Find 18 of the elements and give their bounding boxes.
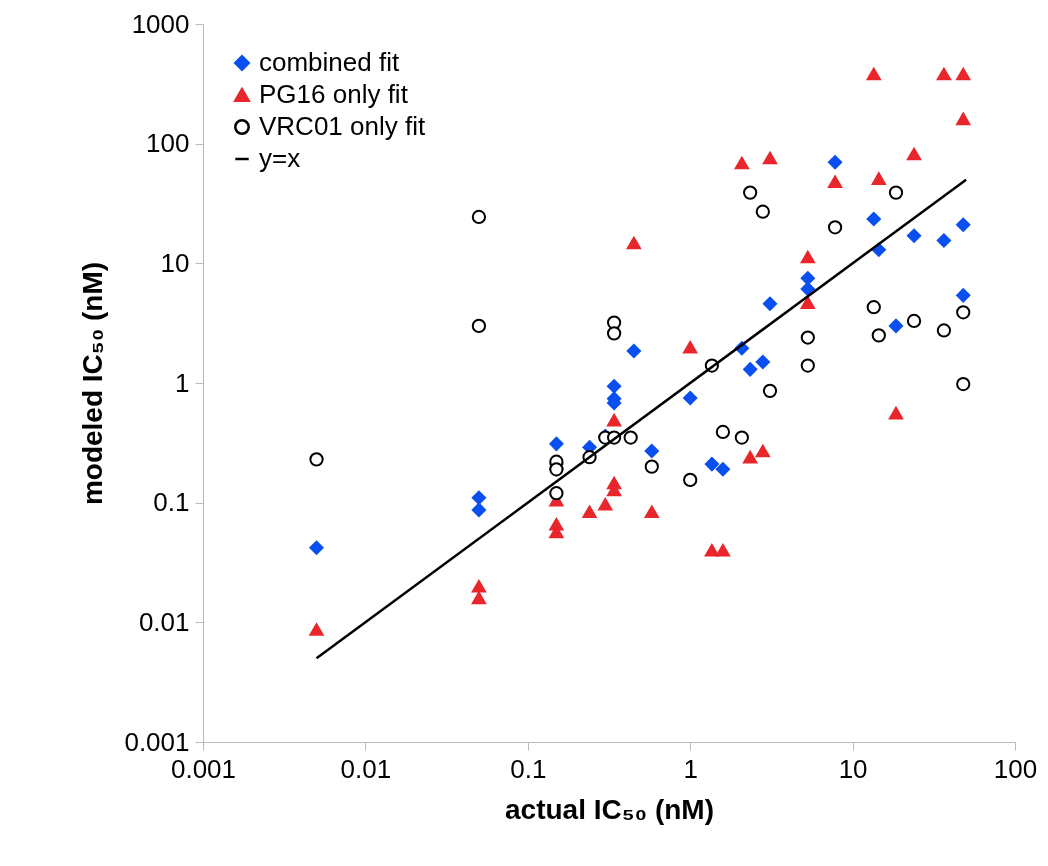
legend-label: combined fit [259, 47, 400, 77]
x-tick-label: 1 [683, 753, 698, 784]
legend-label: PG16 only fit [259, 79, 409, 109]
y-tick-label: 1000 [131, 8, 190, 39]
legend-label: y=x [259, 143, 301, 173]
x-tick-label: 10 [838, 753, 868, 784]
y-tick-label: 10 [160, 247, 190, 278]
x-tick-label: 100 [993, 753, 1038, 784]
x-tick-label: 0.1 [510, 753, 547, 784]
x-tick-label: 0.01 [340, 753, 392, 784]
legend-label: VRC01 only fit [259, 111, 426, 141]
y-tick-label: 1 [175, 367, 190, 398]
y-tick-label: 0.1 [153, 487, 190, 518]
y-tick-label: 0.01 [138, 606, 190, 637]
y-axis-title: modeled IC₅₀ (nM) [77, 261, 109, 506]
y-tick-label: 100 [146, 128, 190, 159]
y-tick-label: 0.001 [124, 726, 190, 757]
x-axis-title: actual IC₅₀ (nM) [504, 793, 715, 825]
